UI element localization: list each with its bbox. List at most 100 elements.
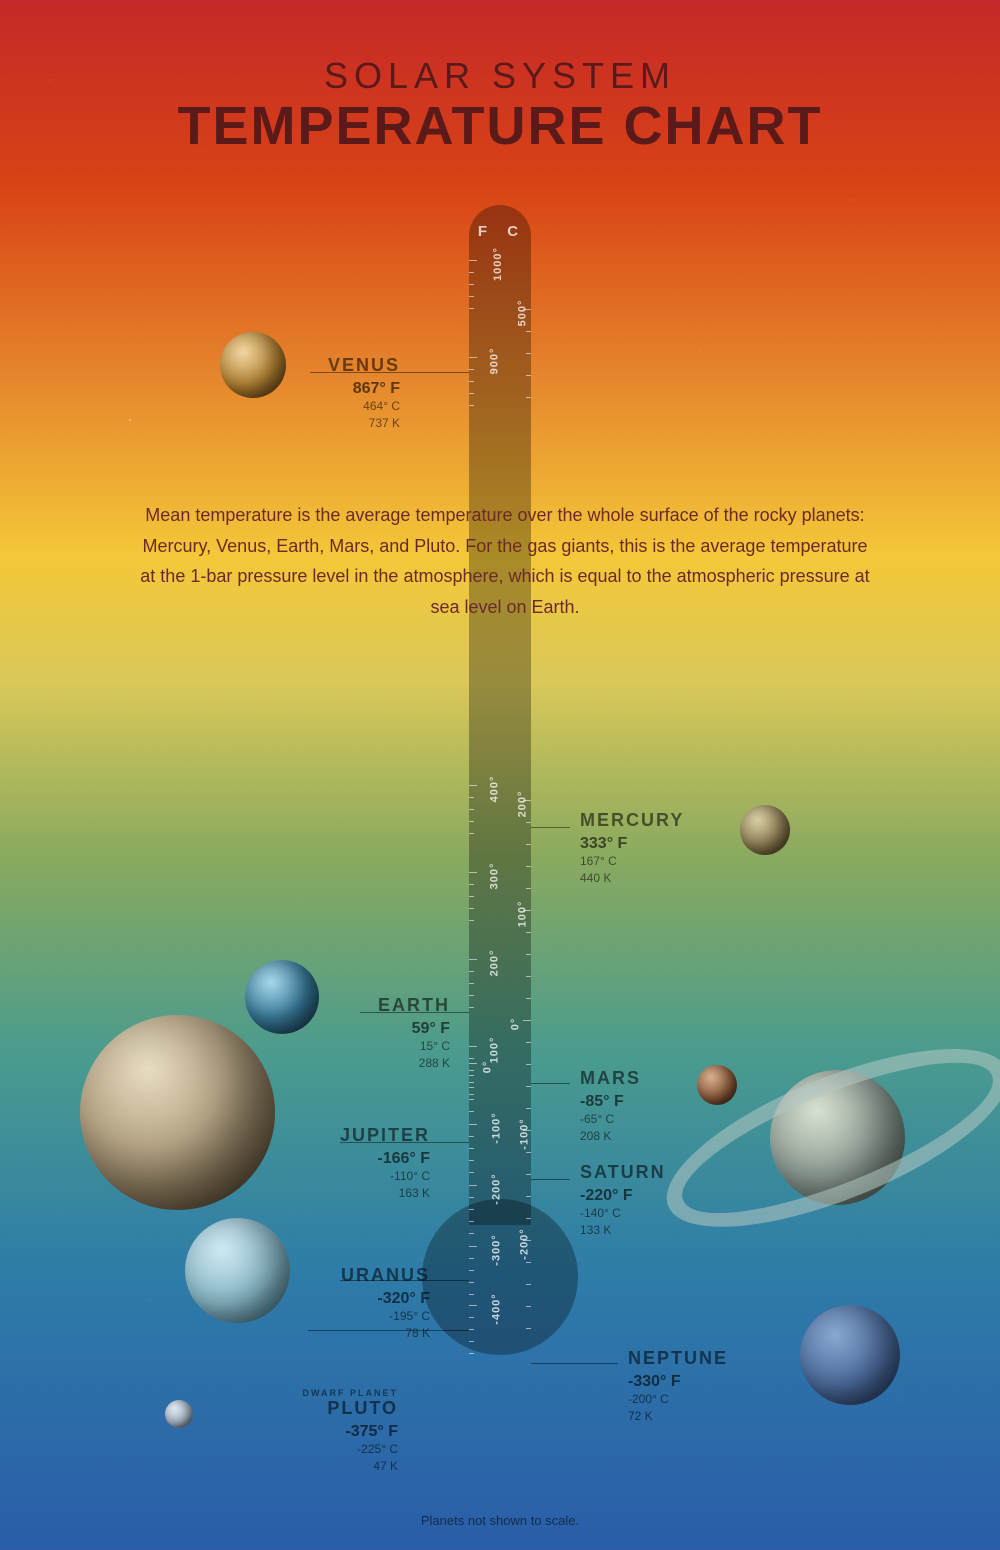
thermometer-minor-tick (526, 1152, 531, 1153)
thermometer-minor-tick (469, 884, 474, 885)
planet-temp-k: 78 K (230, 1325, 430, 1342)
thermometer-tick-label: -200° (519, 1228, 531, 1259)
planet-temp-k: 72 K (628, 1408, 828, 1425)
thermometer-tick-label: -100° (491, 1112, 503, 1143)
thermometer-tick-label: 500° (516, 300, 528, 327)
thermometer-tick-label: 100° (488, 1037, 500, 1064)
thermometer-minor-tick (469, 1007, 474, 1008)
connector-line (531, 1363, 618, 1364)
thermometer-minor-tick (469, 908, 474, 909)
thermometer-tick (469, 357, 477, 358)
planet-temp-c: 167° C (580, 853, 780, 870)
planet-temp-c: -225° C (198, 1441, 398, 1458)
planet-temp-f: -166° F (230, 1150, 430, 1168)
thermometer-tick (469, 260, 477, 261)
thermometer-minor-tick (469, 296, 474, 297)
thermometer-minor-tick (469, 1317, 474, 1318)
thermometer-minor-tick (469, 308, 474, 309)
thermometer-tick-label: 200° (516, 791, 528, 818)
planet-name: MARS (580, 1068, 780, 1089)
thermometer-minor-tick (469, 272, 474, 273)
planet-pluto-sphere (165, 1400, 193, 1428)
thermometer-minor-tick (526, 1108, 531, 1109)
thermometer-tick-label: -400° (491, 1293, 503, 1324)
thermometer-minor-tick (526, 1218, 531, 1219)
thermometer-minor-tick (526, 1174, 531, 1175)
thermometer-tick (469, 1185, 477, 1186)
planet-venus-entry: VENUS867° F464° C737 K (200, 355, 400, 432)
thermometer-tick (469, 1046, 477, 1047)
planet-subtitle: DWARF PLANET (198, 1388, 398, 1398)
planet-temp-k: 440 K (580, 870, 780, 887)
thermometer-minor-tick (526, 1064, 531, 1065)
planet-temp-f: 867° F (200, 380, 400, 398)
thermometer-minor-tick (469, 1111, 474, 1112)
thermometer-minor-tick (526, 1284, 531, 1285)
thermometer-minor-tick (469, 1197, 474, 1198)
thermometer-tick-label: -300° (491, 1234, 503, 1265)
planet-temp-c: -195° C (230, 1308, 430, 1325)
thermometer-minor-tick (526, 1086, 531, 1087)
thermometer-minor-tick (469, 797, 474, 798)
planet-temp-c: -200° C (628, 1391, 828, 1408)
thermometer-tick (469, 872, 477, 873)
planet-temp-f: 333° F (580, 835, 780, 853)
thermometer-minor-tick (526, 375, 531, 376)
thermometer-tick (469, 959, 477, 960)
planet-temp-f: -320° F (230, 1290, 430, 1308)
connector-line (531, 1179, 570, 1180)
thermometer-minor-tick (526, 888, 531, 889)
planet-earth-entry: EARTH59° F15° C288 K (250, 995, 450, 1072)
thermometer-minor-tick (526, 822, 531, 823)
thermometer-minor-tick (526, 932, 531, 933)
planet-temp-c: 15° C (250, 1038, 450, 1055)
thermometer-tick (469, 1305, 477, 1306)
thermometer-minor-tick (469, 405, 474, 406)
thermometer-minor-tick (526, 1328, 531, 1329)
thermometer-tick-label: -200° (491, 1173, 503, 1204)
description-paragraph: Mean temperature is the average temperat… (140, 500, 870, 622)
planet-temp-k: 737 K (200, 415, 400, 432)
thermometer-minor-tick (469, 369, 474, 370)
thermometer-minor-tick (469, 1148, 474, 1149)
thermometer-minor-tick (469, 1270, 474, 1271)
thermometer-minor-tick (526, 353, 531, 354)
fc-axis-label: F C (469, 223, 531, 240)
thermometer-tick-label: 0° (481, 1061, 493, 1074)
thermometer-minor-tick (469, 1221, 474, 1222)
thermometer-tick-label: 400° (488, 776, 500, 803)
connector-line (308, 1330, 469, 1331)
thermometer-minor-tick (469, 833, 474, 834)
thermometer-tick (523, 1020, 531, 1021)
thermometer-minor-tick (469, 920, 474, 921)
thermometer-minor-tick (469, 1258, 474, 1259)
thermometer-minor-tick (526, 998, 531, 999)
planet-temp-k: 133 K (580, 1222, 780, 1239)
thermometer-minor-tick (469, 995, 474, 996)
thermometer-minor-tick (469, 1233, 474, 1234)
planet-temp-k: 163 K (230, 1185, 430, 1202)
thermometer-minor-tick (526, 954, 531, 955)
planet-name: PLUTO (198, 1398, 398, 1419)
thermometer-tick (469, 785, 477, 786)
thermometer-minor-tick (469, 1294, 474, 1295)
thermometer-minor-tick (526, 1306, 531, 1307)
thermometer-minor-tick (469, 1087, 474, 1088)
thermometer-tick-label: 300° (488, 863, 500, 890)
thermometer-tick-label: 200° (488, 950, 500, 977)
thermometer-minor-tick (469, 821, 474, 822)
thermometer-minor-tick (526, 844, 531, 845)
thermometer-minor-tick (469, 1094, 474, 1095)
thermometer-minor-tick (469, 1082, 474, 1083)
planet-temp-c: -140° C (580, 1205, 780, 1222)
planet-name: VENUS (200, 355, 400, 376)
thermometer-minor-tick (469, 809, 474, 810)
thermometer-minor-tick (526, 1196, 531, 1197)
thermometer-minor-tick (469, 1209, 474, 1210)
planet-temp-f: -330° F (628, 1373, 828, 1391)
planet-name: MERCURY (580, 810, 780, 831)
thermometer-tick-label: 0° (509, 1018, 521, 1031)
thermometer-minor-tick (469, 393, 474, 394)
thermometer-tick-label: 900° (488, 348, 500, 375)
thermometer-tick-label: -100° (519, 1118, 531, 1149)
